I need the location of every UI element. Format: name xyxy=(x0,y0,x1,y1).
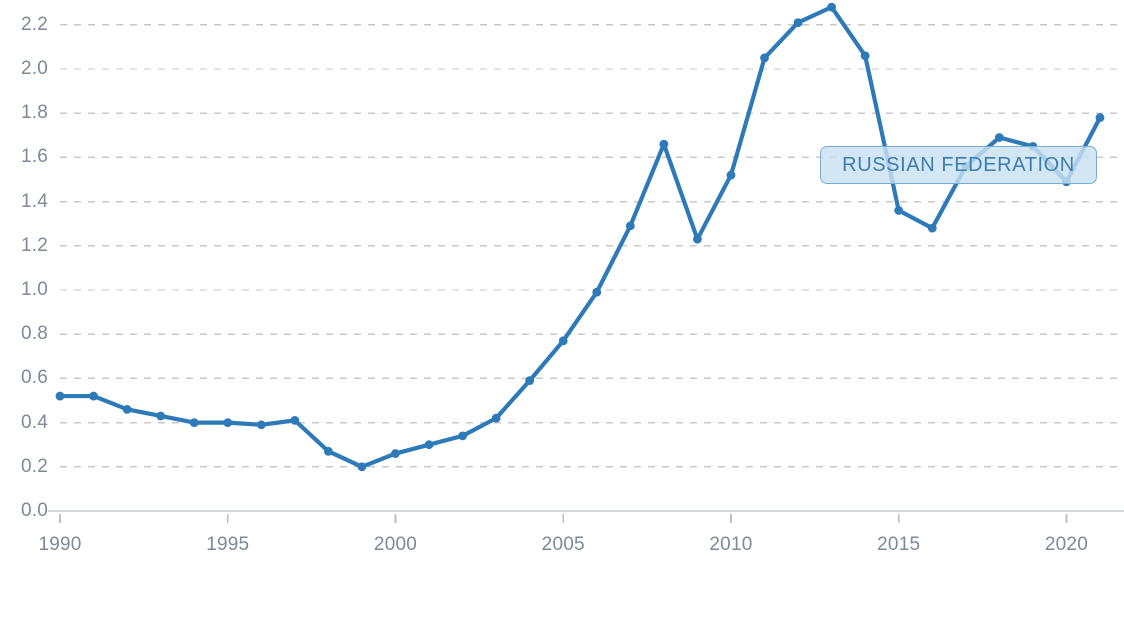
y-axis-tick-label: 1.4 xyxy=(20,190,48,212)
y-axis-tick-label: 1.0 xyxy=(20,279,48,300)
series-label-tooltip[interactable]: RUSSIAN FEDERATION xyxy=(820,146,1097,184)
x-axis-tick-label: 2000 xyxy=(373,534,418,555)
x-axis-tick-label: 2005 xyxy=(541,534,585,555)
x-axis-tick-label: 2020 xyxy=(1044,534,1088,555)
x-axis-tick-label: 1990 xyxy=(38,534,82,555)
y-axis-tick-label: 0.6 xyxy=(20,367,48,389)
x-axis-tick-label: 2010 xyxy=(709,534,753,555)
y-axis-tick-label: 1.8 xyxy=(20,102,48,124)
data-line-series xyxy=(57,5,1103,469)
x-axis-tick-label: 1995 xyxy=(206,534,250,555)
x-tick-marks xyxy=(59,514,1068,523)
y-axis-tick-label: 1.2 xyxy=(20,234,48,256)
y-axis-tick-label: 0.0 xyxy=(20,500,48,521)
y-axis-tick-label: 0.4 xyxy=(20,411,48,433)
y-axis-tick-label: 1.6 xyxy=(20,146,48,168)
x-axis-tick-label: 2015 xyxy=(877,534,921,555)
y-axis-tick-labels: 2.2 2.0 1.8 1.6 1.4 1.2 1.0 0.8 0.6 0.4 0.2 0.0 xyxy=(0,0,48,640)
data-point-markers xyxy=(55,2,1105,472)
y-axis-tick-label: 0.2 xyxy=(20,455,48,477)
y-axis-tick-label: 0.8 xyxy=(20,323,48,345)
y-axis-tick-label: 2.2 xyxy=(20,13,48,35)
y-axis-tick-label: 2.0 xyxy=(20,58,48,79)
